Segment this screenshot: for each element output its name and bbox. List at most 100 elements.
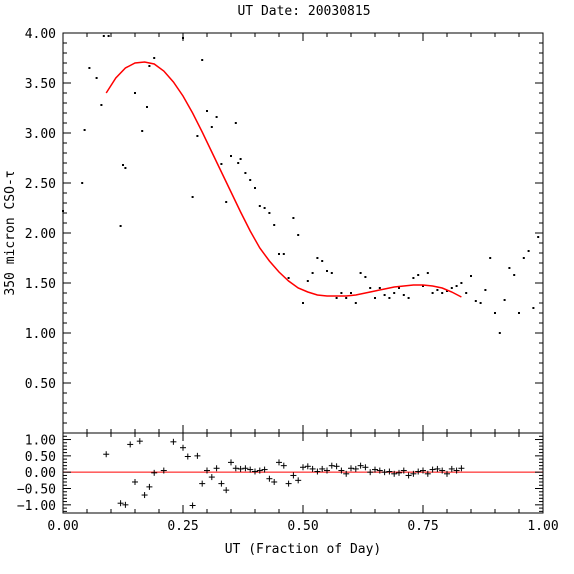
data-point [532, 307, 535, 309]
residual-point [194, 452, 201, 459]
residual-point [228, 459, 234, 466]
residual-point [180, 444, 186, 451]
data-point [196, 135, 199, 137]
residual-point [324, 467, 330, 474]
data-point [484, 289, 487, 291]
data-point [446, 290, 448, 292]
residual-point [261, 466, 268, 473]
residual-point [256, 467, 263, 474]
x-tick-labels: 0.00 0.25 0.50 0.75 1.00 [47, 519, 558, 534]
data-point [273, 224, 276, 226]
residual-point [266, 475, 273, 482]
residual-point [218, 480, 225, 487]
data-point [215, 116, 218, 118]
residual-point [290, 472, 297, 479]
data-point [431, 292, 434, 294]
data-point [201, 59, 204, 61]
data-point [83, 129, 86, 131]
residual-point [223, 487, 230, 494]
data-point [239, 158, 242, 160]
data-point [81, 182, 84, 184]
data-point [62, 210, 64, 212]
data-point [321, 260, 324, 262]
residual-point [348, 465, 354, 472]
residual-point [213, 465, 220, 472]
data-point [330, 272, 333, 274]
residual-point [103, 451, 110, 458]
residual-point [357, 462, 364, 469]
data-point [311, 272, 314, 274]
residual-y-tick-label: 1.00 [25, 434, 56, 449]
residual-point [453, 467, 460, 474]
data-point [306, 280, 309, 282]
x-axis-label: UT (Fraction of Day) [225, 542, 382, 557]
data-point [436, 289, 439, 291]
residual-y-tick-label: 0.50 [25, 450, 56, 465]
residual-point [151, 469, 158, 476]
residual-point [208, 474, 215, 481]
residual-points [103, 438, 465, 509]
data-point [249, 179, 252, 181]
data-point [426, 272, 429, 274]
data-point [422, 285, 424, 287]
data-point [287, 277, 290, 279]
data-point [479, 302, 482, 304]
residual-point [381, 469, 388, 476]
residual-point [122, 501, 129, 508]
residual-y-tick-label: −0.50 [17, 483, 56, 498]
residual-point [280, 462, 287, 469]
residual-point [391, 470, 398, 477]
residual-point [204, 467, 210, 474]
data-point [234, 122, 237, 124]
data-point [119, 225, 122, 227]
data-point [335, 297, 338, 299]
data-point [407, 297, 410, 299]
data-point [122, 164, 124, 166]
residual-point [146, 483, 153, 490]
data-point [326, 270, 328, 272]
data-point [513, 274, 516, 276]
y-tick-label: 1.50 [25, 277, 56, 292]
residual-point [252, 468, 258, 475]
data-point [388, 297, 391, 299]
data-point [508, 267, 511, 269]
residual-point [141, 492, 148, 499]
residual-point [362, 464, 369, 471]
data-point [417, 274, 420, 276]
data-point [206, 110, 208, 112]
residual-point [237, 465, 244, 472]
data-point [374, 297, 376, 299]
data-point [460, 282, 463, 284]
data-point [278, 253, 280, 255]
residual-point [304, 463, 311, 470]
residual-point [319, 465, 326, 472]
y-tick-label: 2.00 [25, 227, 56, 242]
data-point [107, 35, 110, 37]
data-point [455, 285, 458, 287]
data-point [503, 299, 506, 301]
data-point [494, 312, 496, 314]
data-point [393, 292, 396, 294]
data-point [474, 300, 477, 302]
data-point [369, 287, 372, 289]
data-point [489, 257, 492, 259]
data-point [102, 35, 105, 37]
residual-point [314, 468, 321, 475]
residual-point [247, 466, 254, 473]
residual-point [189, 502, 196, 509]
residual-point [343, 470, 350, 477]
data-point [268, 212, 271, 214]
data-point [359, 272, 362, 274]
data-point [302, 302, 304, 304]
residual-plot-frame [62, 432, 544, 514]
data-point [237, 162, 240, 164]
residual-point [160, 467, 167, 474]
x-tick-label: 0.00 [47, 519, 78, 534]
y-axis-label: 350 micron CSO-τ [3, 170, 18, 295]
chart-title: UT Date: 20030815 [237, 4, 370, 19]
data-point [470, 275, 472, 277]
data-point [378, 287, 381, 289]
data-point [316, 257, 319, 259]
residual-point [338, 467, 345, 474]
fit-curve [105, 61, 462, 298]
